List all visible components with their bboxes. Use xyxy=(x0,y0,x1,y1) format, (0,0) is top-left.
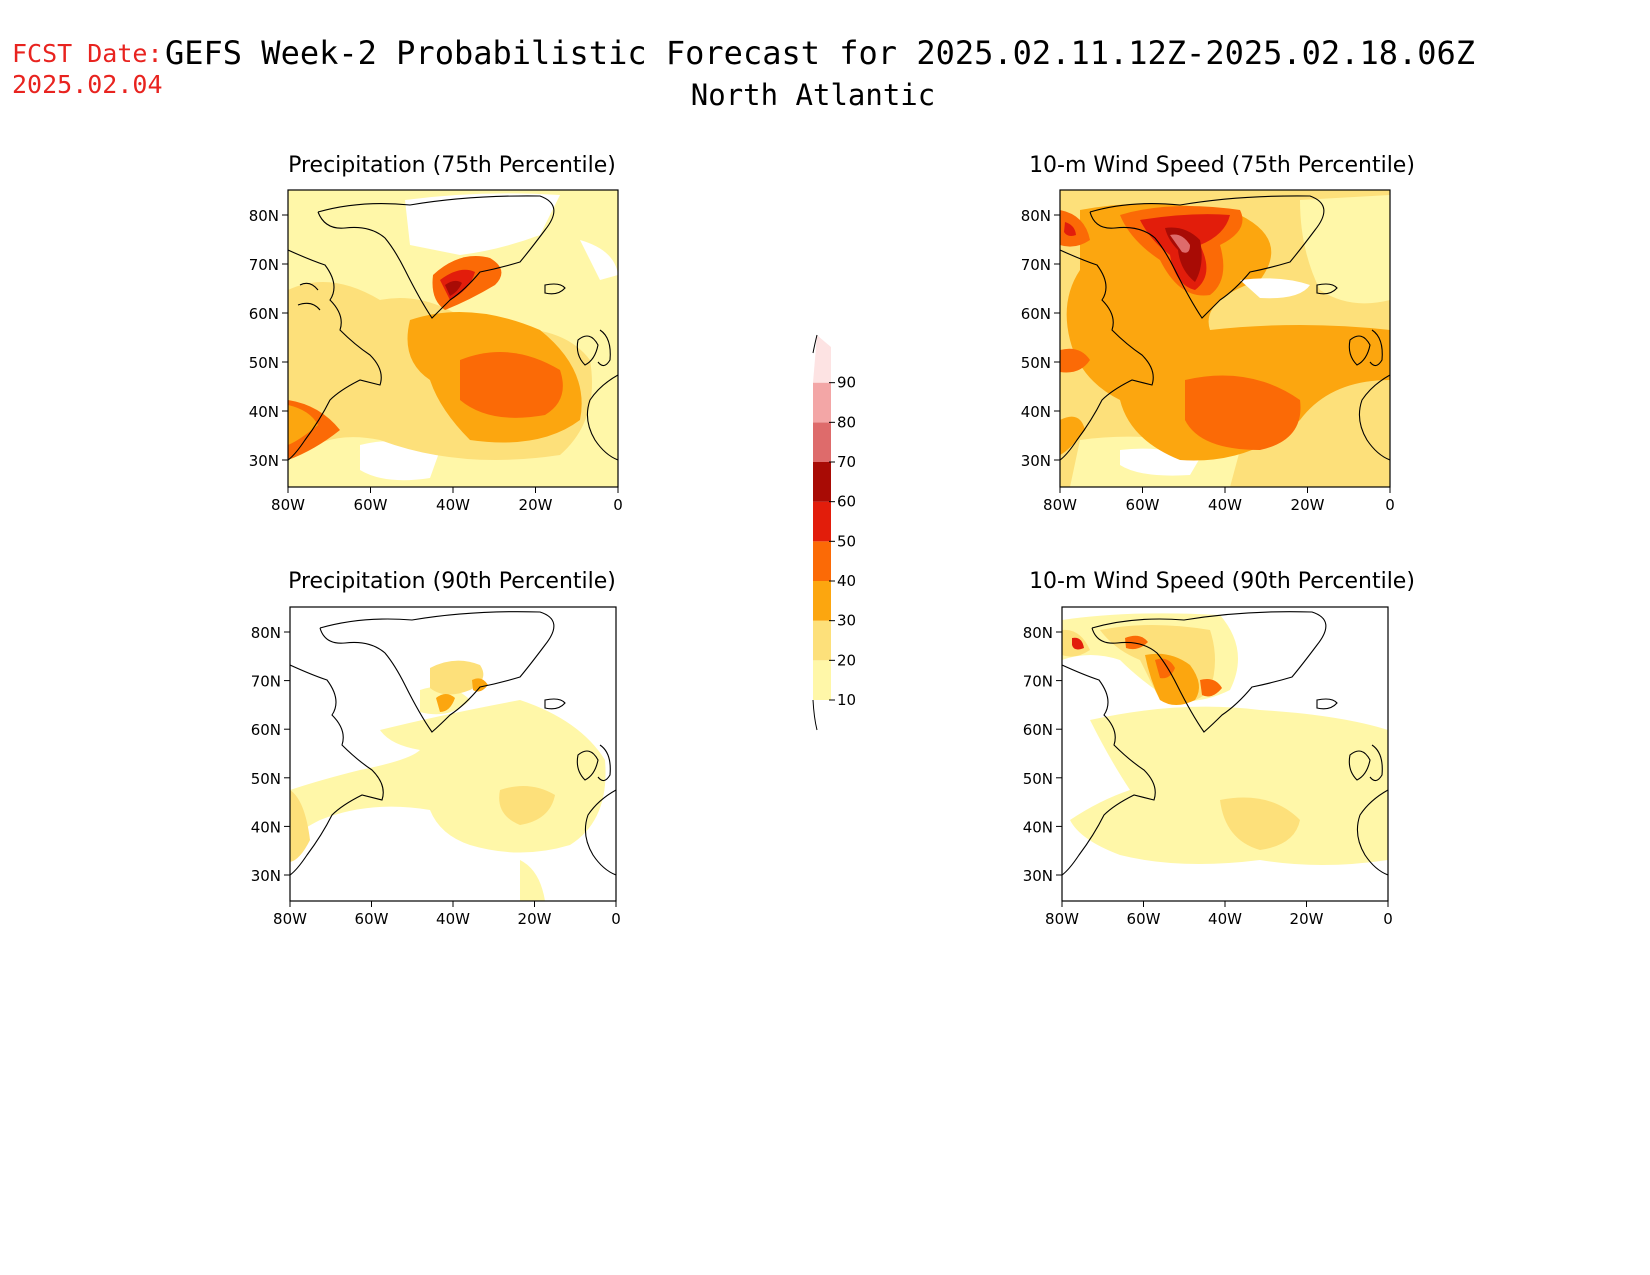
colorbar: 10 20 30 40 50 60 70 80 90 xyxy=(812,334,856,731)
lat-tick-label: 30N xyxy=(1023,867,1053,885)
colorbar-swatch xyxy=(813,462,831,502)
forecast-date-label: FCST Date: 2025.02.04 xyxy=(12,38,163,100)
colorbar-cap-bottom xyxy=(812,699,818,731)
lon-tick-label: 80W xyxy=(1043,496,1077,514)
lon-tick-label: 60W xyxy=(1127,910,1161,928)
colorbar-label: 20 xyxy=(837,651,856,669)
precip75-coastlines xyxy=(288,195,618,461)
lat-tick-label: 70N xyxy=(1021,256,1051,274)
panel-wind-90: 10-m Wind Speed (90th Percentile) 80N 70N… xyxy=(1023,569,1415,928)
colorbar-cap-top xyxy=(812,334,818,354)
lon-tick-label: 0 xyxy=(1383,910,1393,928)
lon-tick-label: 20W xyxy=(1291,496,1325,514)
lat-tick-label: 50N xyxy=(1023,770,1053,788)
colorbar-label: 70 xyxy=(837,453,856,471)
lat-tick-label: 30N xyxy=(249,452,279,470)
panel-title: Precipitation (90th Percentile) xyxy=(288,569,616,594)
colorbar-label: 40 xyxy=(837,572,856,590)
lon-tick-label: 0 xyxy=(613,496,623,514)
precip90-field xyxy=(290,607,616,901)
fcst-date-caption: FCST Date: xyxy=(12,39,163,68)
lon-tick-label: 20W xyxy=(519,496,553,514)
lon-tick-label: 80W xyxy=(1045,910,1079,928)
lat-tick-label: 40N xyxy=(1021,403,1051,421)
panel-precip-90: Precipitation (90th Percentile) 80N 70N 60… xyxy=(251,569,621,928)
lon-tick-label: 60W xyxy=(1126,496,1160,514)
lon-tick-label: 40W xyxy=(436,496,470,514)
lat-tick-label: 70N xyxy=(251,673,281,691)
panel-title: Precipitation (75th Percentile) xyxy=(288,153,616,178)
wind75-lat-axis: 80N 70N 60N 50N 40N 30N xyxy=(1021,207,1060,470)
colorbar-label: 90 xyxy=(837,374,856,392)
lon-tick-label: 80W xyxy=(273,910,307,928)
lon-tick-label: 40W xyxy=(1208,496,1242,514)
lon-tick-label: 60W xyxy=(354,496,388,514)
lat-tick-label: 50N xyxy=(1021,354,1051,372)
lat-tick-label: 50N xyxy=(249,354,279,372)
lat-tick-label: 80N xyxy=(251,624,281,642)
wind90-lon-axis: 80W 60W 40W 20W 0 xyxy=(1045,901,1393,928)
colorbar-label: 60 xyxy=(837,493,856,511)
colorbar-label: 10 xyxy=(837,691,856,709)
wind75-field xyxy=(1060,190,1390,487)
precip75-lon-axis: 80W 60W 40W 20W 0 xyxy=(271,487,623,514)
colorbar-swatch xyxy=(813,422,831,462)
lat-tick-label: 30N xyxy=(251,867,281,885)
lat-tick-label: 60N xyxy=(249,305,279,323)
lon-tick-label: 0 xyxy=(611,910,621,928)
lat-tick-label: 50N xyxy=(251,770,281,788)
wind75-coastlines xyxy=(1060,195,1390,461)
lon-tick-label: 40W xyxy=(436,910,470,928)
colorbar-label: 80 xyxy=(837,413,856,431)
lon-tick-label: 60W xyxy=(355,910,389,928)
lon-tick-label: 80W xyxy=(271,496,305,514)
lon-tick-label: 20W xyxy=(518,910,552,928)
wind90-coastlines xyxy=(1062,611,1388,876)
wind75-lon-axis: 80W 60W 40W 20W 0 xyxy=(1043,487,1395,514)
panel-wind-75: 10-m Wind Speed (75th Percentile) xyxy=(1021,153,1415,514)
lon-tick-label: 20W xyxy=(1290,910,1324,928)
colorbar-swatch xyxy=(813,501,831,542)
lat-tick-label: 60N xyxy=(1021,305,1051,323)
lat-tick-label: 40N xyxy=(1023,818,1053,836)
colorbar-swatch xyxy=(813,335,831,383)
precip90-coastlines xyxy=(290,611,616,876)
precip75-field xyxy=(288,190,618,487)
wind90-field xyxy=(1062,607,1388,901)
lat-tick-label: 40N xyxy=(249,403,279,421)
lat-tick-label: 80N xyxy=(1023,624,1053,642)
lat-tick-label: 80N xyxy=(249,207,279,225)
lat-tick-label: 80N xyxy=(1021,207,1051,225)
precip90-lat-axis: 80N 70N 60N 50N 40N 30N xyxy=(251,624,290,885)
colorbar-swatch xyxy=(813,660,831,700)
lat-tick-label: 60N xyxy=(251,721,281,739)
lat-tick-label: 40N xyxy=(251,818,281,836)
colorbar-swatch xyxy=(813,581,831,621)
panel-precip-75: Precipitation (75th Percentile) 80N 70N xyxy=(249,153,623,514)
lon-tick-label: 40W xyxy=(1208,910,1242,928)
wind90-lat-axis: 80N 70N 60N 50N 40N 30N xyxy=(1023,624,1062,885)
colorbar-swatch xyxy=(813,382,831,423)
lat-tick-label: 60N xyxy=(1023,721,1053,739)
panel-title: 10-m Wind Speed (90th Percentile) xyxy=(1029,569,1415,594)
fcst-date-value: 2025.02.04 xyxy=(12,70,163,99)
colorbar-swatch xyxy=(813,620,831,661)
precip75-lat-axis: 80N 70N 60N 50N 40N 30N xyxy=(249,207,288,470)
lat-tick-label: 70N xyxy=(1023,673,1053,691)
panel-title: 10-m Wind Speed (75th Percentile) xyxy=(1029,153,1415,178)
lat-tick-label: 70N xyxy=(249,256,279,274)
page-title: GEFS Week-2 Probabilistic Forecast for 2… xyxy=(164,34,1476,72)
lon-tick-label: 0 xyxy=(1385,496,1395,514)
lat-tick-label: 30N xyxy=(1021,452,1051,470)
page-subtitle: North Atlantic xyxy=(690,78,936,112)
colorbar-label: 30 xyxy=(837,612,856,630)
colorbar-swatch xyxy=(813,541,831,581)
precip90-lon-axis: 80W 60W 40W 20W 0 xyxy=(273,901,621,928)
colorbar-label: 50 xyxy=(837,532,856,550)
